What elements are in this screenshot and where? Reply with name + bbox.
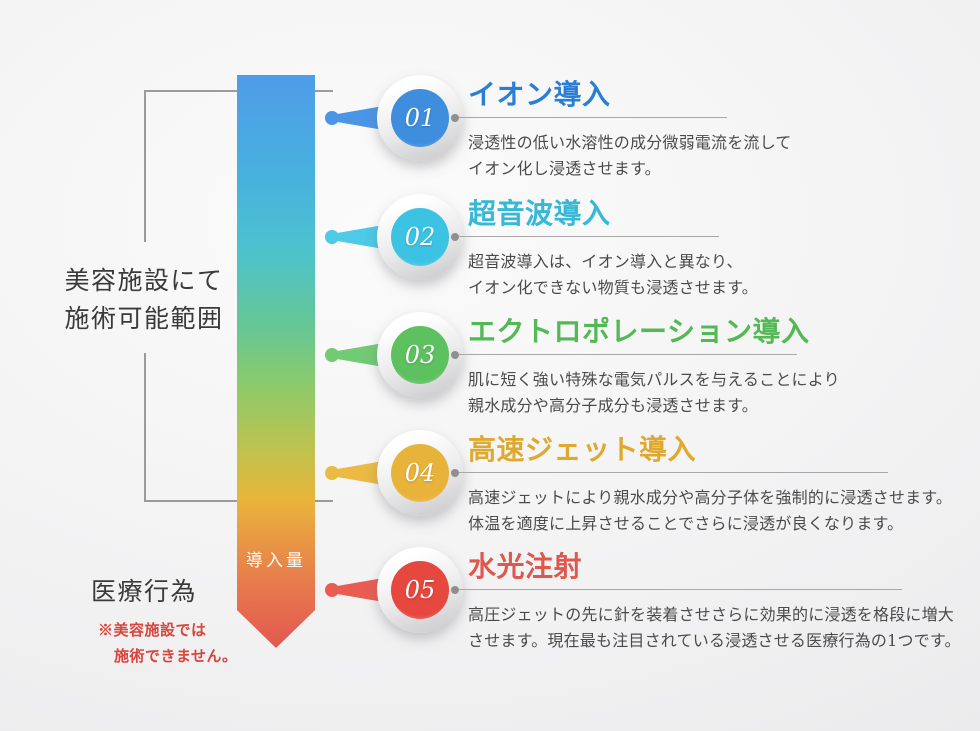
item-description-line1: 高圧ジェットの先に針を装着させさらに効果的に浸透を格段に増大 <box>468 605 955 624</box>
item-description: 高速ジェットにより親水成分や高分子体を強制的に浸透させます。 体温を適度に上昇さ… <box>468 485 952 538</box>
separator-line <box>459 472 888 473</box>
penetration-gradient-arrow: 導入量 <box>237 75 315 648</box>
bracket-vertical-lower-line <box>144 353 146 502</box>
item-description: 超音波導入は、イオン導入と異なり、 イオン化できない物質も浸透させます。 <box>468 249 758 302</box>
number-badge: 03 <box>377 312 463 398</box>
number-badge-inner: 01 <box>391 89 449 147</box>
arrow-amount-label: 導入量 <box>246 551 306 571</box>
number-badge: 02 <box>377 194 463 280</box>
item-description-line1: 肌に短く強い特殊な電気パルスを与えることにより <box>468 370 840 389</box>
item-description: 肌に短く強い特殊な電気パルスを与えることにより 親水成分や高分子成分も浸透させま… <box>468 367 840 420</box>
separator-line <box>459 354 797 355</box>
item-title: エクトロポレーション導入 <box>468 315 810 348</box>
item-description-line2: イオン化し浸透させます。 <box>468 159 661 179</box>
item-title: 高速ジェット導入 <box>468 433 697 466</box>
beauty-label-line1: 美容施設にて <box>64 266 224 295</box>
item-description-line2: 親水成分や高分子成分も浸透させます。 <box>468 396 759 416</box>
separator-line <box>459 117 727 118</box>
separator-line <box>459 236 719 237</box>
item-number: 05 <box>404 576 436 604</box>
separator-start-dot-icon <box>451 233 459 241</box>
item-description-line2: イオン化できない物質も浸透させます。 <box>468 278 759 298</box>
separator-start-dot-icon <box>451 586 459 594</box>
number-badge-inner: 02 <box>391 208 449 266</box>
number-badge: 01 <box>377 75 463 161</box>
number-badge: 04 <box>377 430 463 516</box>
item-number: 03 <box>404 341 436 369</box>
item-number: 02 <box>404 223 436 251</box>
item-description: 高圧ジェットの先に針を装着させさらに効果的に浸透を格段に増大 させます。現在最も… <box>468 602 961 655</box>
item-description-line2: させます。現在最も注目されている浸透させる医療行為の1つです。 <box>468 631 961 651</box>
item-title: 超音波導入 <box>468 197 611 230</box>
item-number: 01 <box>404 104 436 132</box>
item-description-line1: 浸透性の低い水溶性の成分微弱電流を流して <box>468 133 792 152</box>
item-title: 水光注射 <box>468 550 583 583</box>
medical-practice-note: ※美容施設では 施術できません。 <box>98 618 238 669</box>
beauty-label-line2: 施術可能範囲 <box>64 304 224 333</box>
item-number: 04 <box>404 459 436 487</box>
item-description-line2: 体温を適度に上昇させることでさらに浸透が良くなります。 <box>468 514 904 534</box>
item-description-line1: 超音波導入は、イオン導入と異なり、 <box>468 252 743 271</box>
bracket-vertical-upper-line <box>144 90 146 242</box>
number-badge-inner: 03 <box>391 326 449 384</box>
separator-start-dot-icon <box>451 469 459 477</box>
medical-note-line1: ※美容施設では <box>98 621 207 639</box>
separator-start-dot-icon <box>451 114 459 122</box>
medical-note-line2: 施術できません。 <box>114 646 238 665</box>
item-description-line1: 高速ジェットにより親水成分や高分子体を強制的に浸透させます。 <box>468 488 953 507</box>
separator-start-dot-icon <box>451 351 459 359</box>
number-badge-inner: 05 <box>391 561 449 619</box>
item-title: イオン導入 <box>468 78 611 111</box>
number-badge-inner: 04 <box>391 444 449 502</box>
separator-line <box>459 589 902 590</box>
medical-practice-label: 医療行為 <box>90 577 197 606</box>
item-description: 浸透性の低い水溶性の成分微弱電流を流して イオン化し浸透させます。 <box>468 130 792 183</box>
beauty-facility-range-label: 美容施設にて 施術可能範囲 <box>38 262 250 338</box>
number-badge: 05 <box>377 547 463 633</box>
